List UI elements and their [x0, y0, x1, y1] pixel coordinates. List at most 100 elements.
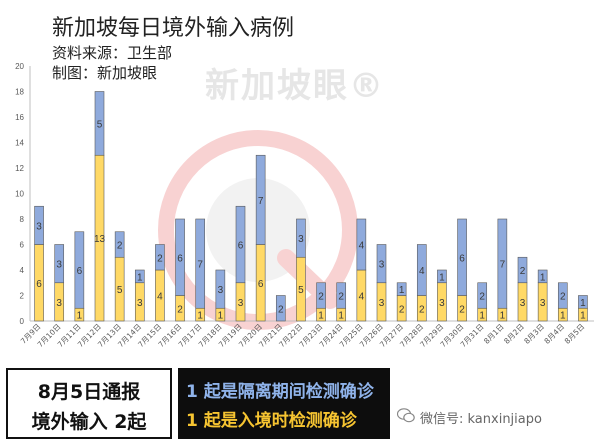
data-label: 1	[479, 311, 485, 322]
data-label: 3	[56, 298, 62, 309]
data-label: 2	[278, 304, 284, 315]
bar-segment	[316, 282, 326, 309]
data-label: 2	[479, 292, 485, 303]
y-tick-label: 8	[20, 215, 25, 224]
bar-segment	[416, 244, 427, 296]
data-label: 3	[36, 221, 42, 232]
data-label: 1	[580, 298, 586, 309]
data-label: 6	[77, 266, 83, 277]
bar-segment	[517, 256, 528, 284]
data-label: 7	[500, 260, 506, 271]
data-label: 5	[298, 285, 304, 296]
x-tick-label: 8月4日	[542, 322, 566, 346]
quarantine-case-note: 1 起是隔离期间检测确诊	[186, 382, 374, 402]
y-tick-label: 12	[15, 164, 24, 173]
bar-segment	[114, 231, 125, 258]
announcement-date: 8月5日通报	[37, 381, 141, 403]
y-tick-label: 6	[20, 241, 25, 250]
case-breakdown-box: 1 起是隔离期间检测确诊 1 起是入境时检测确诊	[178, 368, 390, 439]
y-tick-label: 4	[20, 266, 25, 275]
bar-segment	[356, 218, 367, 271]
source-note: 资料来源：卫生部	[52, 44, 173, 62]
bar-segment	[134, 269, 145, 284]
y-tick-label: 10	[15, 190, 24, 199]
bar-segment	[74, 231, 85, 309]
data-label: 3	[238, 298, 244, 309]
bar-segment	[578, 295, 588, 309]
data-label: 1	[580, 311, 586, 322]
data-label: 7	[258, 196, 264, 207]
bar-segment	[497, 218, 508, 309]
bar-segment	[255, 154, 266, 245]
data-label: 5	[97, 119, 103, 130]
bar-segment	[376, 244, 387, 284]
announcement-count: 境外输入 2起	[31, 411, 147, 433]
data-label: 2	[560, 292, 566, 303]
data-label: 4	[359, 292, 365, 303]
bar-segment	[94, 91, 105, 156]
data-label: 2	[117, 241, 123, 252]
data-label: 1	[439, 272, 445, 283]
data-label: 1	[137, 272, 143, 283]
chart-title: 新加坡每日境外输入病例	[52, 16, 295, 41]
bar-segment	[477, 282, 488, 309]
data-label: 2	[399, 304, 405, 315]
data-label: 6	[258, 279, 264, 290]
bar-segment	[215, 269, 226, 309]
data-label: 3	[379, 260, 385, 271]
y-tick-label: 0	[20, 317, 25, 326]
bar-segment	[195, 218, 206, 309]
bar-segment	[537, 269, 548, 284]
data-label: 1	[338, 311, 344, 322]
data-label: 1	[218, 311, 224, 322]
data-label: 2	[419, 304, 425, 315]
data-label: 7	[197, 260, 203, 271]
data-label: 6	[177, 253, 183, 264]
data-label: 6	[459, 253, 465, 264]
data-label: 4	[359, 241, 365, 252]
data-label: 1	[540, 272, 546, 283]
data-label: 1	[318, 311, 324, 322]
x-tick-label: 8月3日	[522, 322, 546, 346]
data-label: 4	[419, 266, 425, 277]
bar-segment	[275, 295, 286, 322]
data-label: 3	[540, 298, 546, 309]
bar-segment	[54, 244, 65, 284]
data-label: 1	[77, 311, 83, 322]
y-tick-labels: 0 2 4 6 8 10 12 14 16 18 20	[15, 62, 24, 326]
wechat-id: 微信号: kanxinjiapo	[420, 412, 542, 427]
data-label: 2	[338, 292, 344, 303]
x-tick-label: 8月2日	[502, 322, 526, 346]
data-label: 1	[197, 311, 203, 322]
data-label: 5	[117, 285, 123, 296]
data-label: 3	[379, 298, 385, 309]
data-label: 2	[157, 253, 163, 264]
bar-segment	[396, 282, 407, 296]
data-label: 4	[157, 292, 163, 303]
bar-segment	[34, 205, 44, 245]
bar-segment	[336, 282, 347, 309]
y-tick-label: 18	[15, 88, 24, 97]
x-tick-label: 8月1日	[482, 322, 506, 346]
arrival-case-note: 1 起是入境时检测确诊	[186, 411, 357, 431]
data-label: 2	[177, 304, 183, 315]
bar-segment	[437, 269, 447, 284]
wechat-icon	[397, 408, 415, 423]
data-label: 2	[459, 304, 465, 315]
y-tick-label: 16	[15, 113, 24, 122]
data-label: 2	[318, 292, 324, 303]
data-label: 1	[399, 285, 405, 296]
x-tick-labels: 7月9日7月10日7月11日7月12日7月13日7月14日7月15日7月16日7…	[19, 322, 587, 349]
bar-segment	[457, 218, 467, 296]
data-label: 3	[56, 260, 62, 271]
watermark-ring	[158, 130, 358, 330]
y-tick-label: 2	[20, 292, 25, 301]
data-label: 3	[218, 285, 224, 296]
data-label: 3	[298, 234, 304, 245]
bar-segment	[296, 218, 306, 258]
y-tick-label: 20	[15, 62, 24, 71]
x-tick-label: 8月5日	[563, 322, 587, 346]
data-label: 1	[500, 311, 506, 322]
